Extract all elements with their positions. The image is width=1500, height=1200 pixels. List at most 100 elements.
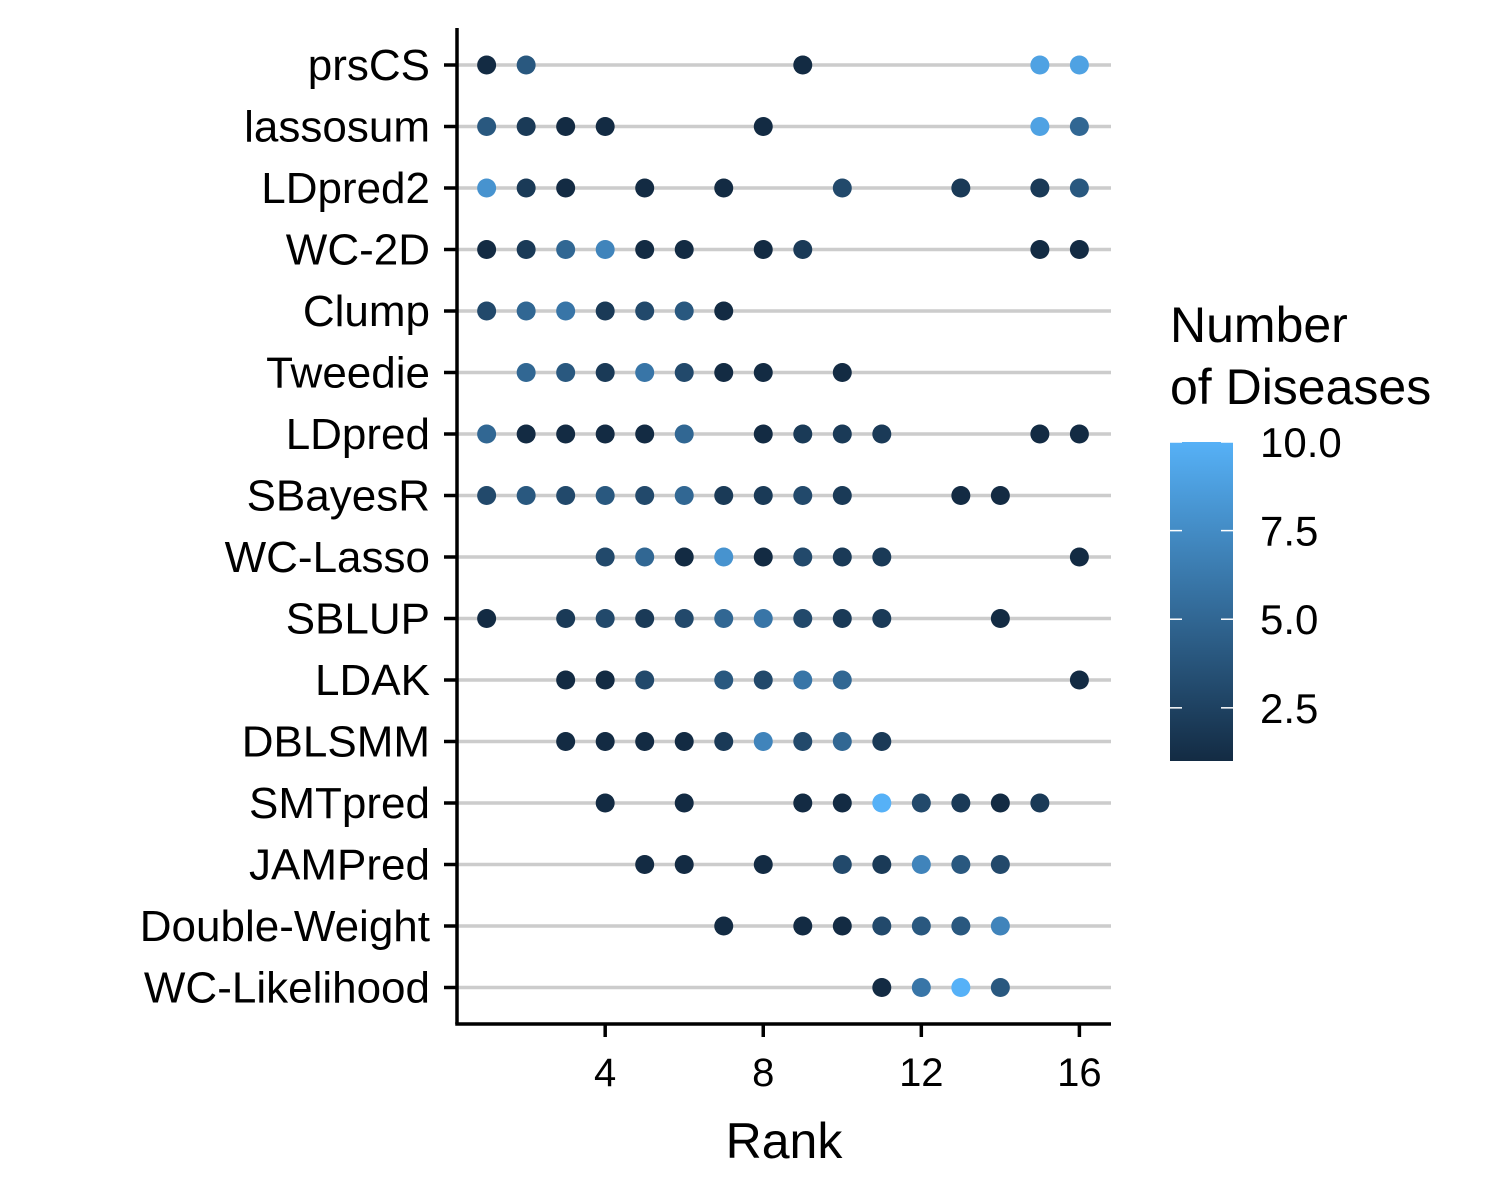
point-WC-Lasso-rank-16	[1069, 547, 1089, 567]
point-Tweedie-rank-8	[753, 363, 773, 382]
y-tick-label: JAMPred	[249, 841, 430, 890]
point-DBLSMM-rank-3	[556, 732, 576, 751]
point-WC-2D-rank-9	[793, 240, 813, 259]
point-SBayesR-rank-8	[753, 486, 773, 505]
point-DBLSMM-rank-5	[635, 732, 655, 751]
point-Tweedie-rank-2	[516, 363, 536, 382]
point-Clump-rank-6	[674, 301, 694, 321]
y-tick-label: SMTpred	[249, 779, 430, 828]
point-WC-2D-rank-16	[1069, 240, 1089, 259]
point-JAMPred-rank-10	[832, 855, 852, 874]
point-WC-2D-rank-5	[635, 240, 655, 259]
point-WC-Lasso-rank-9	[793, 547, 813, 567]
point-Tweedie-rank-3	[556, 363, 576, 382]
point-WC-Lasso-rank-11	[872, 547, 892, 567]
x-tick-label: 12	[899, 1051, 944, 1095]
point-SBLUP-rank-7	[714, 609, 734, 628]
point-lassosum-rank-4	[595, 117, 615, 136]
point-LDpred-rank-3	[556, 424, 576, 444]
point-JAMPred-rank-11	[872, 855, 892, 874]
y-tick-label: WC-2D	[286, 226, 430, 275]
x-tick-label: 8	[752, 1051, 774, 1095]
point-prsCS-rank-16	[1069, 55, 1089, 75]
point-lassosum-rank-1	[477, 117, 497, 136]
point-Clump-rank-2	[516, 301, 536, 321]
y-tick-label: prsCS	[308, 41, 430, 90]
point-Double-Weight-rank-11	[872, 916, 892, 936]
point-LDAK-rank-4	[595, 670, 615, 690]
point-Tweedie-rank-10	[832, 363, 852, 382]
y-tick-label: LDAK	[315, 656, 430, 705]
point-DBLSMM-rank-9	[793, 732, 813, 751]
y-tick-label: WC-Likelihood	[144, 964, 430, 1013]
point-LDAK-rank-7	[714, 670, 734, 690]
point-Double-Weight-rank-10	[832, 916, 852, 936]
point-SMTpred-rank-6	[674, 793, 694, 813]
color-legend: Number of Diseases 2.5 5.0 7.5 10.0	[1170, 297, 1431, 761]
point-WC-Likelihood-rank-12	[911, 978, 931, 997]
point-prsCS-rank-9	[793, 55, 813, 75]
point-SBayesR-rank-9	[793, 486, 813, 505]
point-LDAK-rank-5	[635, 670, 655, 690]
point-SMTpred-rank-15	[1030, 793, 1050, 813]
legend-tick-label: 10.0	[1260, 419, 1342, 466]
legend-tick-label: 2.5	[1260, 685, 1318, 732]
point-WC-2D-rank-3	[556, 240, 576, 259]
point-WC-Lasso-rank-4	[595, 547, 615, 567]
point-Clump-rank-1	[477, 301, 497, 321]
point-JAMPred-rank-12	[911, 855, 931, 874]
point-SBayesR-rank-1	[477, 486, 497, 505]
legend-tick-label: 5.0	[1260, 596, 1318, 643]
point-LDpred-rank-16	[1069, 424, 1089, 444]
point-WC-Lasso-rank-6	[674, 547, 694, 567]
point-Double-Weight-rank-12	[911, 916, 931, 936]
point-WC-Likelihood-rank-14	[990, 978, 1010, 997]
point-SBLUP-rank-10	[832, 609, 852, 628]
point-SBayesR-rank-3	[556, 486, 576, 505]
point-LDpred-rank-8	[753, 424, 773, 444]
point-prsCS-rank-15	[1030, 55, 1050, 75]
point-JAMPred-rank-13	[951, 855, 971, 874]
point-LDpred-rank-11	[872, 424, 892, 444]
point-WC-Lasso-rank-8	[753, 547, 773, 567]
point-LDpred2-rank-16	[1069, 178, 1089, 198]
x-tick-label: 16	[1057, 1051, 1102, 1095]
point-Clump-rank-3	[556, 301, 576, 321]
point-LDpred2-rank-5	[635, 178, 655, 198]
y-tick-label: lassosum	[244, 103, 430, 152]
point-Double-Weight-rank-13	[951, 916, 971, 936]
point-WC-Lasso-rank-5	[635, 547, 655, 567]
y-tick-label: LDpred	[286, 410, 430, 459]
point-LDpred2-rank-2	[516, 178, 536, 198]
point-LDpred2-rank-7	[714, 178, 734, 198]
point-LDpred2-rank-10	[832, 178, 852, 198]
point-prsCS-rank-1	[477, 55, 497, 75]
point-SBayesR-rank-5	[635, 486, 655, 505]
y-tick-label: Double-Weight	[140, 902, 430, 951]
point-JAMPred-rank-5	[635, 855, 655, 874]
point-LDpred-rank-6	[674, 424, 694, 444]
point-LDAK-rank-8	[753, 670, 773, 690]
point-LDAK-rank-10	[832, 670, 852, 690]
point-SBayesR-rank-4	[595, 486, 615, 505]
point-Double-Weight-rank-9	[793, 916, 813, 936]
legend-ticks: 2.5 5.0 7.5 10.0	[1170, 419, 1342, 732]
point-Tweedie-rank-7	[714, 363, 734, 382]
point-WC-Lasso-rank-10	[832, 547, 852, 567]
point-LDpred-rank-4	[595, 424, 615, 444]
point-Clump-rank-7	[714, 301, 734, 321]
point-SBLUP-rank-11	[872, 609, 892, 628]
y-tick-label: LDpred2	[261, 164, 430, 213]
point-lassosum-rank-16	[1069, 117, 1089, 136]
point-JAMPred-rank-14	[990, 855, 1010, 874]
point-SBLUP-rank-6	[674, 609, 694, 628]
legend-title-line-2: of Diseases	[1170, 359, 1431, 415]
point-LDpred-rank-1	[477, 424, 497, 444]
point-Tweedie-rank-5	[635, 363, 655, 382]
point-DBLSMM-rank-7	[714, 732, 734, 751]
point-lassosum-rank-15	[1030, 117, 1050, 136]
x-axis-label: Rank	[726, 1113, 844, 1169]
point-LDpred2-rank-3	[556, 178, 576, 198]
point-lassosum-rank-8	[753, 117, 773, 136]
